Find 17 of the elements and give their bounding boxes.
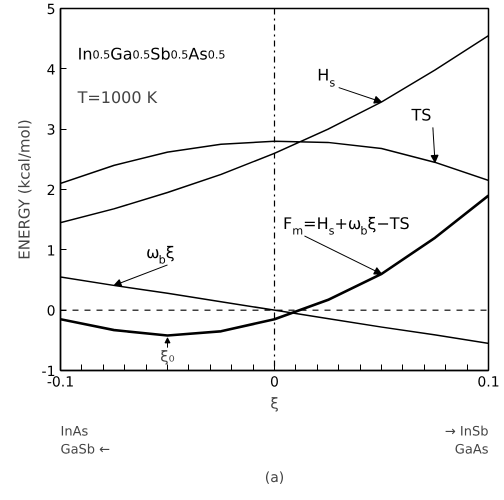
x-tick-label: 0 bbox=[270, 374, 279, 390]
text: → InSb GaAs bbox=[444, 424, 489, 458]
text: InAs GaSb ← bbox=[60, 424, 110, 458]
y-tick-label: 5 bbox=[46, 2, 56, 18]
series-label: TS bbox=[410, 105, 432, 124]
y-tick-label: 2 bbox=[46, 183, 56, 199]
y-tick-label: 0 bbox=[46, 304, 56, 320]
y-tick-label: 1 bbox=[46, 243, 56, 260]
x-tick-label: 0.1 bbox=[477, 374, 500, 390]
annotation: T=1000 K bbox=[76, 88, 158, 108]
text: (a) bbox=[264, 470, 284, 486]
annotation: ξ₀ bbox=[160, 348, 175, 366]
x-axis-title: ξ bbox=[270, 394, 279, 412]
y-tick-label: 3 bbox=[46, 122, 56, 139]
y-axis-title: ENERGY (kcal/mol) bbox=[16, 119, 34, 260]
annotation: In0.5Ga0.5Sb0.5As0.5 bbox=[78, 44, 226, 64]
y-tick-label: 4 bbox=[46, 62, 56, 78]
